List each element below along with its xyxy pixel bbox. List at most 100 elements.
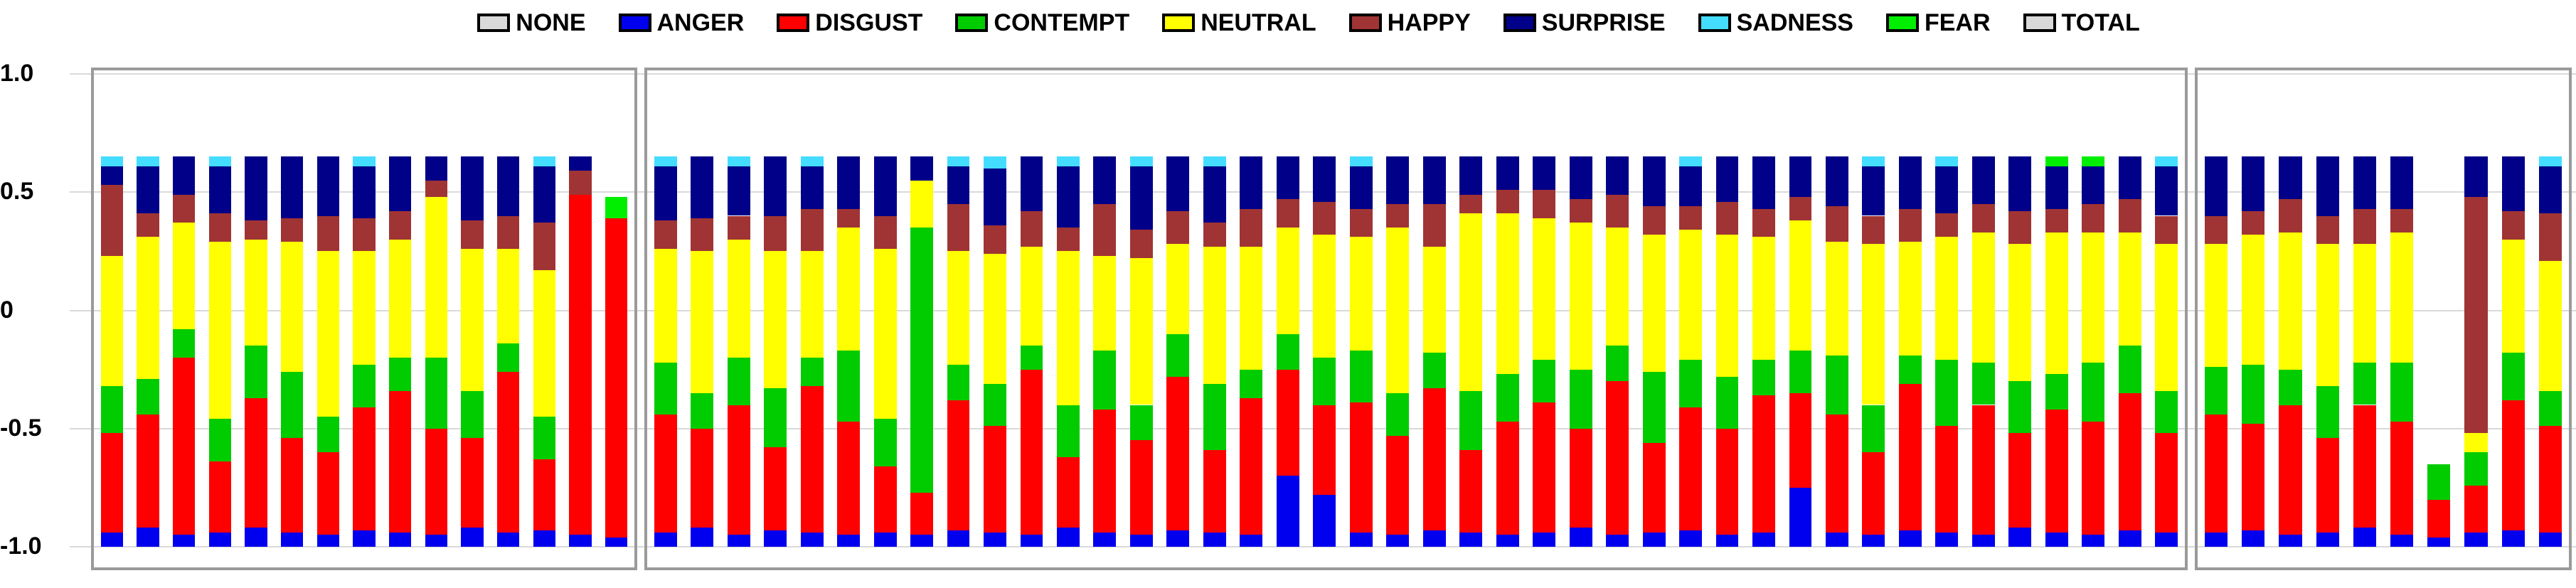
stacked-bar xyxy=(727,70,750,567)
anger-segment xyxy=(2316,533,2339,547)
anger-segment xyxy=(1715,535,1739,547)
surprise-segment xyxy=(2155,166,2178,216)
surprise-segment xyxy=(1129,166,1153,230)
contempt-segment xyxy=(1459,390,1483,450)
neutral-segment xyxy=(1166,244,1190,334)
stacked-bar xyxy=(1240,70,1263,567)
sadness-segment xyxy=(2155,156,2178,166)
happy-segment xyxy=(245,220,267,240)
legend-label: TOTAL xyxy=(2061,9,2140,36)
y-tick-label: 0.5 xyxy=(0,178,34,205)
happy-segment xyxy=(2353,208,2377,245)
contempt-segment xyxy=(1349,351,1373,403)
disgust-segment xyxy=(316,452,340,535)
neutral-segment xyxy=(2353,244,2377,363)
happy-segment xyxy=(1093,203,1117,257)
disgust-segment xyxy=(2279,405,2302,535)
happy-segment xyxy=(353,218,376,252)
disgust-swatch-icon xyxy=(777,14,810,32)
happy-segment xyxy=(1459,194,1483,214)
neutral-segment xyxy=(100,256,124,386)
sadness-segment xyxy=(1935,156,1959,166)
stacked-bar xyxy=(1422,70,1446,567)
surprise-segment xyxy=(1752,156,1775,209)
surprise-segment xyxy=(2279,156,2302,200)
surprise-segment xyxy=(837,156,861,209)
legend-label: SADNESS xyxy=(1736,9,1853,36)
surprise-segment xyxy=(1349,166,1373,209)
neutral-segment xyxy=(208,242,232,419)
sadness-segment xyxy=(947,156,970,166)
fear-segment xyxy=(2082,156,2105,166)
stacked-bar xyxy=(1276,70,1299,567)
anger-segment xyxy=(425,535,448,547)
surprise-segment xyxy=(691,156,714,218)
happy-segment xyxy=(2464,196,2488,434)
happy-segment xyxy=(2082,203,2105,232)
sadness-segment xyxy=(984,156,1006,169)
disgust-segment xyxy=(1129,440,1153,535)
surprise-segment xyxy=(2501,156,2525,211)
happy-segment xyxy=(764,215,787,252)
surprise-segment xyxy=(1422,156,1446,204)
surprise-segment xyxy=(1862,166,1885,216)
anger-segment xyxy=(1240,535,1263,547)
happy-segment xyxy=(2204,215,2228,245)
surprise-segment xyxy=(353,166,376,218)
disgust-segment xyxy=(1642,442,1666,533)
anger-segment xyxy=(1642,533,1666,547)
stacked-bar xyxy=(1349,70,1373,567)
legend-label: ANGER xyxy=(656,9,745,36)
disgust-segment xyxy=(2155,433,2178,533)
surprise-segment xyxy=(984,169,1006,225)
stacked-bar xyxy=(2242,70,2265,567)
surprise-segment xyxy=(1313,156,1336,202)
happy-segment xyxy=(984,225,1006,254)
stacked-bar xyxy=(2316,70,2339,567)
contempt-segment xyxy=(1313,358,1336,405)
surprise-segment xyxy=(2045,166,2068,209)
neutral-segment xyxy=(800,251,824,358)
contempt-segment xyxy=(2045,374,2068,410)
surprise-segment xyxy=(1203,166,1226,223)
contempt-segment xyxy=(2082,362,2105,422)
contempt-segment xyxy=(1679,360,1703,407)
legend-label: CONTEMPT xyxy=(994,9,1130,36)
contempt-segment xyxy=(1606,346,1629,382)
stacked-bar xyxy=(388,70,412,567)
anger-segment xyxy=(947,530,970,547)
neutral-segment xyxy=(245,239,267,346)
neutral-segment xyxy=(533,269,556,417)
contempt-segment xyxy=(353,364,376,407)
neutral-segment xyxy=(461,249,484,391)
stacked-bar xyxy=(172,70,196,567)
surprise-segment xyxy=(533,166,556,223)
neutral-segment xyxy=(1093,256,1117,351)
stacked-bar xyxy=(1129,70,1153,567)
neutral-segment xyxy=(1313,235,1336,358)
anger-segment xyxy=(654,533,677,547)
disgust-segment xyxy=(727,405,750,535)
stacked-bar xyxy=(1679,70,1703,567)
contempt-segment xyxy=(764,388,787,448)
contempt-segment xyxy=(1240,369,1263,398)
anger-segment xyxy=(1276,476,1299,547)
legend-item-contempt: CONTEMPT xyxy=(955,9,1129,37)
stacked-bar xyxy=(569,70,592,567)
disgust-segment xyxy=(353,407,376,530)
stacked-bar xyxy=(1971,70,1995,567)
anger-segment xyxy=(1422,530,1446,547)
happy-segment xyxy=(1826,206,1848,242)
happy-segment xyxy=(496,215,520,250)
surprise-segment xyxy=(2316,156,2339,216)
contempt-segment xyxy=(1203,383,1226,450)
happy-segment xyxy=(1276,199,1299,228)
happy-segment xyxy=(1715,201,1739,235)
surprise-segment xyxy=(1898,156,1922,209)
neutral-segment xyxy=(1422,246,1446,353)
anger-segment xyxy=(1459,533,1483,547)
surprise-segment xyxy=(569,156,592,171)
disgust-segment xyxy=(1276,369,1299,476)
neutral-segment xyxy=(1935,237,1959,360)
